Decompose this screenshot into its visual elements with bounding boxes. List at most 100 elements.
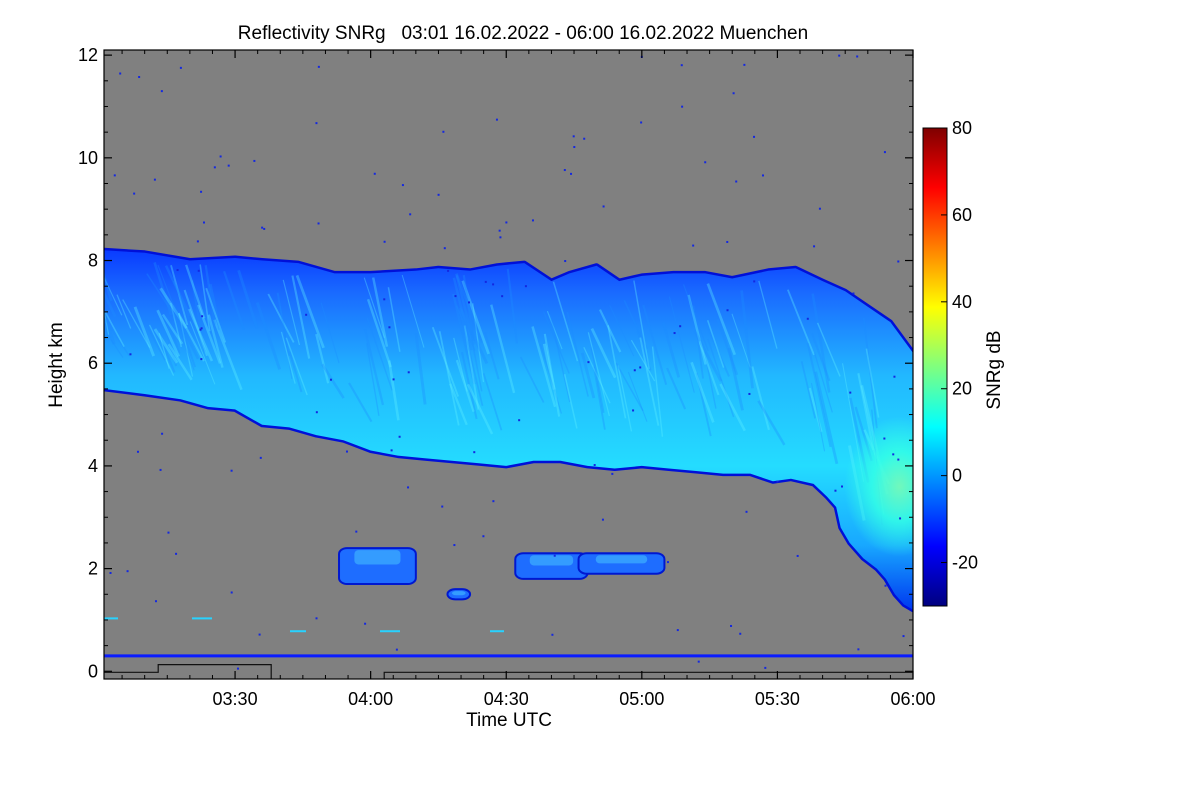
cloud-streak <box>153 328 179 364</box>
noise-speck <box>883 151 886 154</box>
noise-speck <box>897 458 900 461</box>
noise-speck <box>492 500 495 503</box>
main-cloud <box>104 250 913 610</box>
cloud-streak <box>348 382 373 423</box>
cloud-streak <box>810 333 831 382</box>
cloud-streak <box>167 343 193 381</box>
noise-speck <box>200 358 203 361</box>
noise-speck <box>883 437 886 440</box>
cloud-streak <box>366 317 393 391</box>
cloud-streak <box>366 342 380 416</box>
x-tick-label: 04:30 <box>484 689 529 709</box>
noise-speck <box>345 450 348 453</box>
noise-speck <box>806 317 809 320</box>
cloud-streak <box>387 287 401 352</box>
noise-speck <box>441 505 444 508</box>
cloud-streak <box>630 339 656 382</box>
noise-speck <box>739 632 742 635</box>
cloud-streak <box>401 274 425 348</box>
cloud-streak <box>580 352 596 399</box>
noise-speck <box>113 174 116 177</box>
cloud-streak <box>208 283 221 330</box>
noise-speck <box>373 172 376 175</box>
noise-speck <box>200 190 203 193</box>
noise-speck <box>390 449 393 452</box>
noise-speck <box>329 378 332 381</box>
cloud-streak <box>668 296 695 393</box>
noise-speck <box>697 660 700 663</box>
cloud-streak <box>438 331 460 426</box>
noise-speck <box>505 221 508 224</box>
noise-speck <box>730 624 733 627</box>
noise-speck <box>841 485 844 488</box>
cloud-streak <box>751 366 770 431</box>
cloud-streak <box>455 273 484 343</box>
noise-speck <box>553 554 556 557</box>
noise-speck <box>258 633 261 636</box>
cloud-streak <box>615 362 644 412</box>
cloud-streak <box>452 293 476 385</box>
plot-frame <box>103 49 914 680</box>
cloud-streak <box>276 292 290 357</box>
noise-speck <box>602 205 605 208</box>
cloud-streak <box>482 373 503 431</box>
cloud-streak <box>255 302 282 370</box>
noise-speck <box>573 146 576 149</box>
cloud-streak <box>636 330 652 371</box>
x-axis-label: Time UTC <box>466 710 552 731</box>
cloud-streak <box>814 371 839 465</box>
noise-speck <box>315 617 318 620</box>
cloud-streak <box>808 387 823 433</box>
noise-speck <box>259 456 262 459</box>
cloud-streak <box>757 400 786 446</box>
cloud-streak <box>461 280 490 355</box>
cloud-streak <box>156 309 180 357</box>
cloud-streak <box>682 284 709 352</box>
cloud-streak <box>279 306 293 379</box>
cloud-streak <box>164 265 192 317</box>
cloud-streak <box>552 281 579 362</box>
noise-speck <box>639 366 642 369</box>
cloud-streak <box>104 276 123 316</box>
cloud-streak <box>607 325 627 419</box>
cloud-streak <box>122 299 151 348</box>
noise-speck <box>897 260 900 263</box>
colorbar-tick-label: 60 <box>952 205 972 225</box>
noise-speck <box>856 55 859 58</box>
y-tick-label: 10 <box>78 148 98 168</box>
cloud-streak <box>459 310 484 407</box>
cloud-streak <box>609 305 635 357</box>
noise-speck <box>583 137 586 140</box>
colorbar-tick-label: 40 <box>952 292 972 312</box>
low-cloud-core <box>452 591 466 596</box>
cloud-streak <box>456 305 476 351</box>
cloud-streak <box>148 324 175 376</box>
cloud-streak <box>651 346 664 437</box>
noise-speck <box>633 369 636 372</box>
cloud-streak <box>204 265 216 325</box>
noise-speck <box>611 472 614 475</box>
cloud-streak <box>455 359 475 413</box>
noise-speck <box>748 392 751 395</box>
cloud-streak <box>472 303 485 383</box>
cloud-streak <box>183 289 209 357</box>
cloud-streak <box>291 275 311 359</box>
x-tick-label: 03:30 <box>213 689 258 709</box>
cloud-streak <box>282 279 301 346</box>
cloud-streak <box>786 289 815 356</box>
cloud-streak <box>363 329 385 406</box>
noise-speck <box>587 361 590 364</box>
noise-speck <box>261 226 264 229</box>
cloud-streak <box>666 367 687 410</box>
cloud-streak <box>173 305 197 368</box>
noise-speck <box>167 531 170 534</box>
cloud-streak <box>161 317 178 367</box>
x-axis: 03:30 04:00 04:30 05:00 05:30 06:00 <box>121 50 936 709</box>
low-cloud-core <box>529 555 574 566</box>
noise-speck <box>176 269 179 272</box>
noise-speck <box>501 295 504 298</box>
noise-speck <box>902 635 905 638</box>
noise-speck <box>764 666 767 669</box>
cloud-streak <box>133 306 156 357</box>
cloud-streak <box>104 270 113 302</box>
